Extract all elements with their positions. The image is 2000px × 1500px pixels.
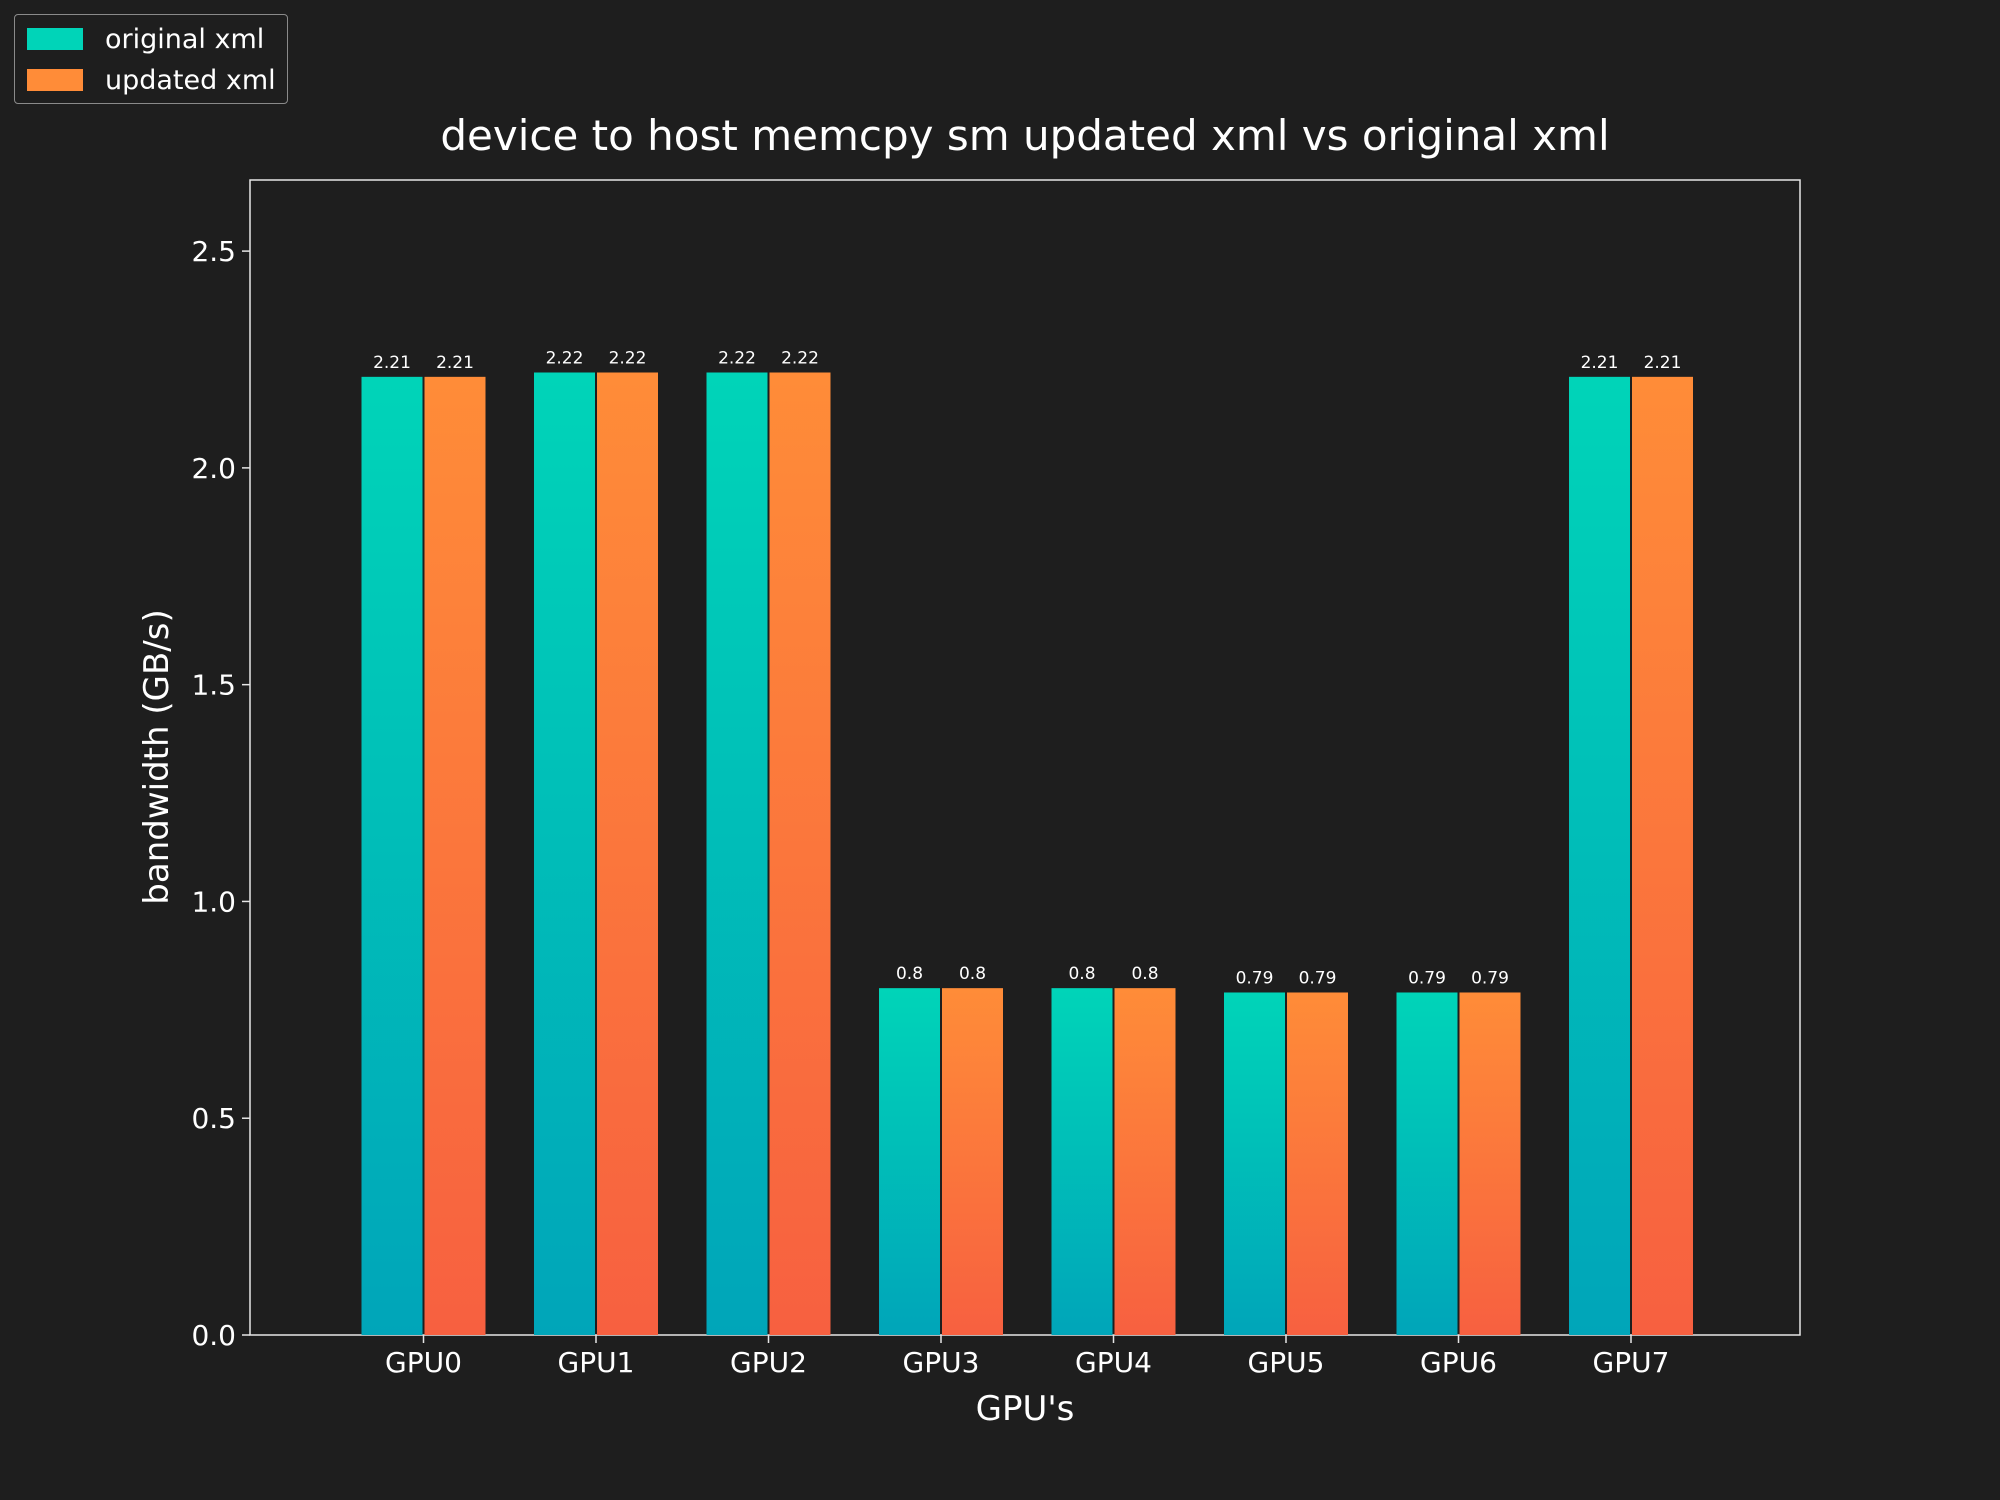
bar-updated-gpu1 <box>597 372 658 1335</box>
chart-title: device to host memcpy sm updated xml vs … <box>440 111 1609 160</box>
bar-original-gpu5 <box>1224 992 1285 1335</box>
x-axis-label: GPU's <box>976 1389 1075 1429</box>
bar-value-label: 2.21 <box>1581 353 1619 373</box>
x-tick-label: GPU5 <box>1248 1346 1325 1379</box>
x-axis: GPU0 GPU1 GPU2 GPU3 GPU4 GPU5 GPU6 GPU7 <box>385 1335 1669 1379</box>
bar-value-label: 0.79 <box>1471 968 1509 988</box>
bar-value-label: 2.22 <box>718 349 756 369</box>
y-tick-label: 2.5 <box>191 235 236 268</box>
bar-value-label: 0.8 <box>959 964 986 984</box>
bar-value-label: 0.79 <box>1299 968 1337 988</box>
x-tick-label: GPU2 <box>730 1346 807 1379</box>
bar-value-label: 2.21 <box>436 353 474 373</box>
bar-original-gpu0 <box>361 376 423 1335</box>
bar-updated-gpu5 <box>1287 992 1348 1335</box>
legend-item-original: original xml <box>27 19 264 59</box>
x-tick-label: GPU1 <box>558 1346 635 1379</box>
x-tick-label: GPU7 <box>1593 1346 1670 1379</box>
bar-updated-gpu6 <box>1459 992 1521 1335</box>
x-tick-label: GPU6 <box>1420 1346 1497 1379</box>
bar-value-label: 0.8 <box>1068 964 1095 984</box>
x-tick-label: GPU4 <box>1075 1346 1152 1379</box>
bars <box>361 372 1693 1335</box>
bar-value-label: 0.79 <box>1408 968 1446 988</box>
bar-updated-gpu2 <box>769 372 831 1335</box>
y-tick-label: 2.0 <box>191 452 236 485</box>
y-tick-label: 0.0 <box>191 1319 236 1352</box>
bar-updated-gpu7 <box>1632 376 1693 1335</box>
bar-original-gpu4 <box>1051 988 1113 1335</box>
bar-labels: 2.21 2.21 2.22 2.22 2.22 2.22 0.8 0.8 0.8 0.8 0.79… <box>373 349 1681 989</box>
bar-updated-gpu4 <box>1114 988 1176 1335</box>
bar-value-label: 2.21 <box>1644 353 1682 373</box>
bar-value-label: 2.22 <box>546 349 584 369</box>
bar-value-label: 0.79 <box>1236 968 1274 988</box>
legend-swatch-original <box>27 28 83 50</box>
y-tick-label: 1.5 <box>191 669 236 702</box>
x-tick-label: GPU3 <box>903 1346 980 1379</box>
bar-original-gpu2 <box>706 372 768 1335</box>
y-tick-label: 0.5 <box>191 1102 236 1135</box>
bar-original-gpu7 <box>1569 376 1630 1335</box>
bar-value-label: 2.22 <box>781 349 819 369</box>
bar-original-gpu3 <box>879 988 940 1335</box>
y-axis-label: bandwidth (GB/s) <box>137 609 177 904</box>
legend-label-updated: updated xml <box>105 64 276 96</box>
plot-frame <box>249 179 1801 1336</box>
bar-updated-gpu3 <box>942 988 1003 1335</box>
bar-original-gpu6 <box>1396 992 1458 1335</box>
bar-original-gpu1 <box>534 372 595 1335</box>
legend: original xml updated xml <box>14 14 288 104</box>
legend-swatch-updated <box>27 69 83 91</box>
legend-item-updated: updated xml <box>27 60 276 100</box>
bar-updated-gpu0 <box>424 376 486 1335</box>
bar-value-label: 2.22 <box>609 349 647 369</box>
x-tick-label: GPU0 <box>385 1346 462 1379</box>
bar-value-label: 0.8 <box>1131 964 1158 984</box>
bar-value-label: 0.8 <box>896 964 923 984</box>
y-tick-label: 1.0 <box>191 885 236 918</box>
bar-value-label: 2.21 <box>373 353 411 373</box>
y-axis: 0.0 0.5 1.0 1.5 2.0 2.5 <box>191 235 250 1352</box>
legend-label-original: original xml <box>105 23 265 55</box>
